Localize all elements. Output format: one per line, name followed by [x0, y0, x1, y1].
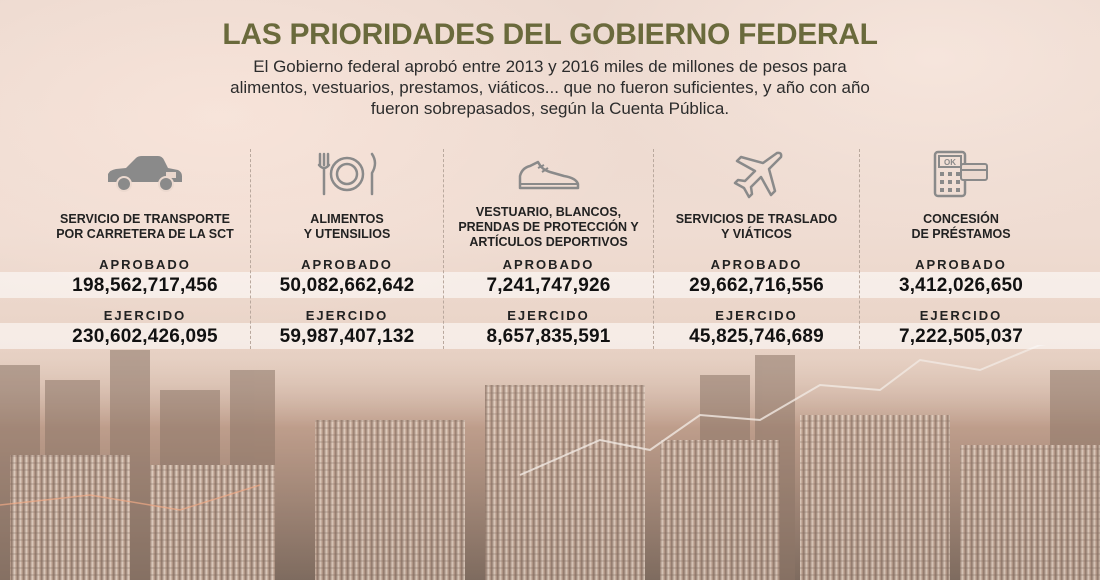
spent-label: EJERCIDO [507, 308, 590, 323]
approved-value: 3,412,026,650 [898, 275, 1024, 296]
spent-value: 45,825,746,689 [689, 326, 824, 347]
page-title: LAS PRIORIDADES DEL GOBIERNO FEDERAL [222, 18, 878, 51]
header: LAS PRIORIDADES DEL GOBIERNO FEDERAL El … [0, 18, 1100, 119]
approved-value: 7,241,747,926 [486, 275, 611, 296]
approved-value: 198,562,717,456 [72, 275, 218, 296]
category-label: CONCESIÓN DE PRÉSTAMOS [911, 212, 1011, 241]
spent-band [0, 323, 1100, 349]
column-divider [859, 149, 860, 349]
sneaker-icon [445, 145, 652, 203]
page-subtitle: El Gobierno federal aprobó entre 2013 y … [230, 57, 870, 118]
spent-value: 59,987,407,132 [279, 326, 415, 347]
column-clothing: VESTUARIO, BLANCOS, PRENDAS DE PROTECCIÓ… [445, 145, 652, 355]
spent-value: 7,222,505,037 [898, 326, 1024, 347]
approved-value: 29,662,716,556 [689, 275, 824, 296]
spent-label: EJERCIDO [305, 308, 389, 323]
car-icon [40, 145, 250, 203]
city-coins-backdrop [0, 345, 1100, 580]
svg-text:OK: OK [944, 158, 956, 167]
utensils-icon [252, 145, 442, 203]
airplane-icon [655, 145, 858, 203]
column-divider [250, 149, 251, 349]
approved-label: APROBADO [502, 257, 595, 272]
approved-band [0, 272, 1100, 298]
spent-value: 8,657,835,591 [486, 326, 611, 347]
approved-label: APROBADO [915, 257, 1007, 272]
category-columns: SERVICIO DE TRANSPORTE POR CARRETERA DE … [0, 145, 1100, 355]
spent-label: EJERCIDO [919, 308, 1003, 323]
column-transport: SERVICIO DE TRANSPORTE POR CARRETERA DE … [40, 145, 250, 355]
approved-label: APROBADO [710, 257, 803, 272]
column-food: ALIMENTOS Y UTENSILIOS [252, 145, 442, 355]
pos-terminal-icon: OK [861, 145, 1061, 203]
spent-value: 230,602,426,095 [72, 326, 218, 347]
category-label: SERVICIOS DE TRASLADO Y VIÁTICOS [675, 212, 838, 241]
column-loans: OK CONCESIÓN DE PRÉSTAMOS [861, 145, 1061, 355]
column-divider [653, 149, 654, 349]
category-label: VESTUARIO, BLANCOS, PRENDAS DE PROTECCIÓ… [458, 204, 639, 249]
category-label: ALIMENTOS Y UTENSILIOS [303, 212, 391, 241]
spent-label: EJERCIDO [715, 308, 798, 323]
spent-label: EJERCIDO [103, 308, 187, 323]
approved-label: APROBADO [99, 257, 191, 272]
column-travel: SERVICIOS DE TRASLADO Y VIÁTICOS [655, 145, 858, 355]
category-label: SERVICIO DE TRANSPORTE POR CARRETERA DE … [56, 212, 234, 241]
column-divider [443, 149, 444, 349]
approved-value: 50,082,662,642 [279, 275, 415, 296]
approved-label: APROBADO [301, 257, 393, 272]
